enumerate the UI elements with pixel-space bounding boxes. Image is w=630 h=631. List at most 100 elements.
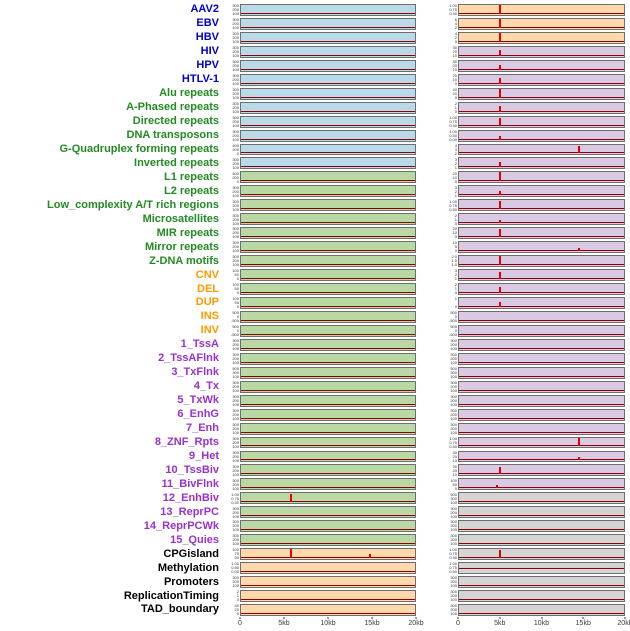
track-panel-left [240,45,416,58]
y-tick-label: 100 [232,25,239,30]
x-axis-tick [624,616,626,619]
signal-baseline [459,598,624,600]
y-tick-label: 200 [232,160,239,166]
y-axis-ticks-right: 6420 [442,18,458,30]
y-tick-label: 0.50 [449,122,457,128]
y-tick-label: 10 [452,230,457,236]
x-axis-tick [457,616,459,619]
y-tick-label: 200 [450,523,457,529]
track-label: Z-DNA motifs [149,254,219,267]
signal-spike [499,466,502,475]
y-tick-label: 100 [450,597,457,602]
signal-baseline [241,110,415,112]
signal-baseline [241,333,415,335]
y-tick-label: 100 [450,415,457,421]
signal-baseline [241,459,415,461]
signal-baseline [459,319,624,321]
signal-baseline [459,12,624,14]
signal-baseline [241,124,415,126]
signal-baseline [241,278,415,280]
y-axis-ticks-right: 20 10 0 [442,74,458,86]
track-label: DEL [197,282,219,295]
signal-baseline [459,138,624,140]
y-axis-ticks-right: 1.000.750.500.250.00 [442,437,458,449]
track-label: HIV [200,45,219,58]
y-tick-label: 40 [234,604,239,609]
y-tick-label: 200 [450,356,457,362]
y-tick-label: 50 [234,300,239,306]
y-tick-label: 300 [232,576,239,581]
signal-baseline [459,487,624,489]
track-label: EBV [196,17,219,30]
track-label: Mirror repeats [145,240,219,253]
y-tick-label: 0 [454,94,457,100]
y-tick-label: 0 [454,178,457,184]
track-label: 1_TssA [180,338,219,351]
y-tick-label: 30 [452,450,457,455]
signal-baseline [459,543,624,545]
track-panel-right [458,590,625,602]
track-panel-right [458,422,625,435]
y-tick-label: 400 [232,143,239,148]
y-tick-label: 100 [232,346,239,351]
y-tick-label: 100 [450,499,457,505]
y-tick-label: 1 [454,192,457,198]
y-tick-label: 100 [232,108,239,114]
track-panel-left [240,199,416,212]
signal-baseline [241,180,415,182]
y-tick-label: 300 [450,495,457,501]
y-tick-label: 10 [452,457,457,463]
y-tick-label: 200 [232,35,239,41]
x-axis-tick [499,616,501,619]
y-axis-ticks-right: 43210 [442,144,458,156]
y-tick-label: 200 [232,579,239,585]
x-axis-tick [239,616,241,619]
signal-baseline [459,180,624,182]
track-panel-right [458,520,625,533]
track-label: 6_EnhG [177,408,219,421]
y-axis-ticks-left: 40 20 0 [224,604,240,616]
y-tick-label: 0.50 [449,555,457,560]
track-panel-right [458,87,625,100]
track-panel-left [240,492,416,505]
y-tick-label: 200 [232,188,239,194]
track-row: INV 500 0 -500 500 0 -500 [0,324,630,338]
y-axis-ticks-right: 3020100 [442,451,458,463]
track-panel-right [458,185,625,198]
track-panel-right [458,143,625,156]
y-tick-label: 200 [232,453,239,459]
y-axis-ticks-right: 3210 [442,158,458,170]
signal-spike [499,135,502,140]
y-tick-label: 4 [454,32,457,37]
y-tick-label: 200 [232,132,239,138]
x-axis-label: 15kb [575,619,591,627]
signal-spike [499,64,502,70]
track-panel-left [240,603,416,616]
y-tick-label: 100 [232,80,239,86]
signal-spike [499,18,502,28]
signal-baseline [241,598,415,600]
y-tick-label: 300 [232,380,239,385]
track-panel-left [240,464,416,477]
signal-baseline [241,96,415,98]
y-tick-label: 100 [232,443,239,449]
track-label: Methylation [157,561,219,574]
y-tick-label: 300 [232,422,239,427]
y-tick-label: 100 [232,583,239,588]
signal-baseline [459,110,624,112]
track-label: 14_ReprPCWk [143,519,219,532]
y-tick-label: 200 [450,579,457,585]
y-tick-label: 300 [450,339,457,344]
track-panel-left [240,213,416,226]
